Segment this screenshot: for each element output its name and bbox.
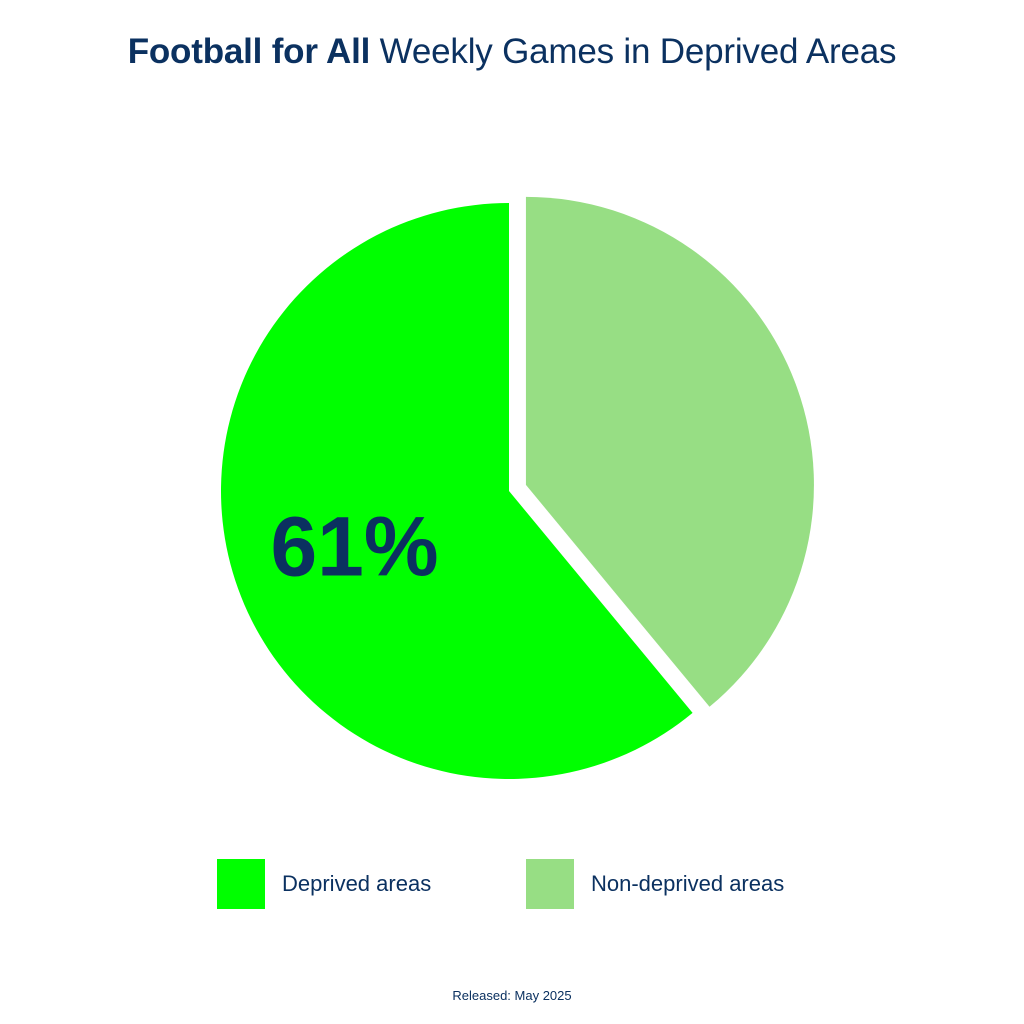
legend-item-non-deprived: Non-deprived areas <box>526 858 784 910</box>
chart-title-bold: Football for All <box>127 32 371 71</box>
legend-label-deprived: Deprived areas <box>282 871 432 896</box>
pie-slice-label-deprived-areas: 61% <box>270 500 438 594</box>
chart-title-rest: Weekly Games in Deprived Areas <box>379 32 897 71</box>
chart-title: Football for All Weekly Games in Deprive… <box>0 28 1024 76</box>
legend: Deprived areas Non-deprived areas <box>0 858 1024 910</box>
legend-label-non-deprived: Non-deprived areas <box>591 871 785 896</box>
legend-item-deprived: Deprived areas <box>217 858 431 910</box>
pie-slice-non-deprived-areas <box>525 196 814 707</box>
release-note: Released: May 2025 <box>452 988 572 1003</box>
pie-slice-deprived-areas <box>221 203 693 780</box>
legend-swatch-non-deprived <box>526 859 574 909</box>
legend-swatch-deprived <box>217 859 265 909</box>
